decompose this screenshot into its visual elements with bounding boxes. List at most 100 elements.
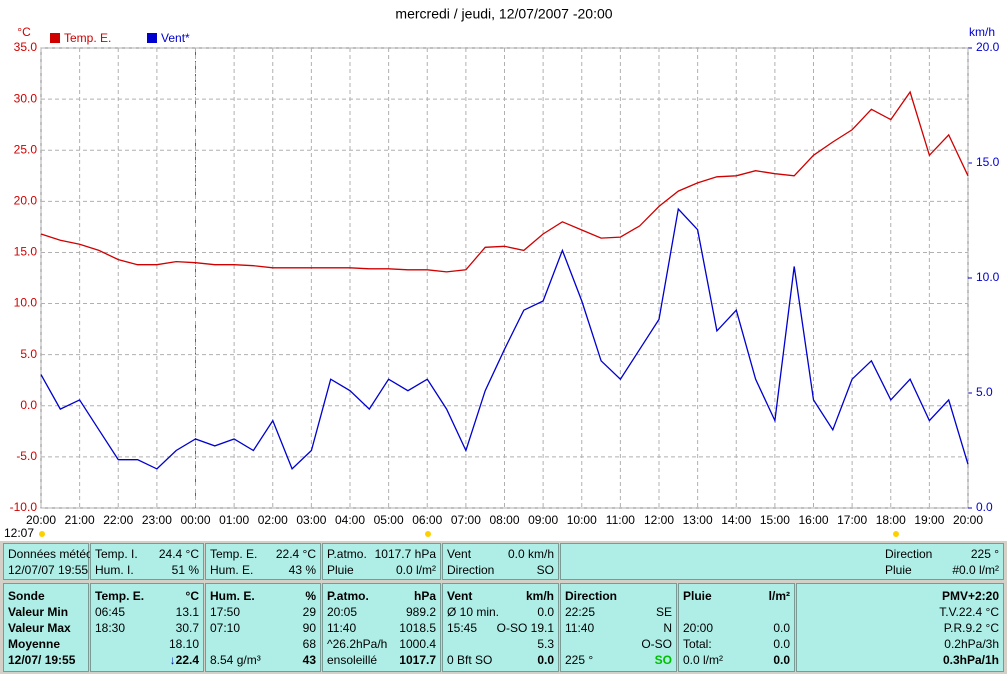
panel-label: 18:30 xyxy=(95,621,126,635)
panel-value: % xyxy=(305,589,316,603)
x-tick-label: 12:00 xyxy=(644,513,674,527)
panel-label: 12/07/ 19:55 xyxy=(8,653,76,667)
panel-row: 0 Bft SO 0.0 xyxy=(443,652,558,668)
panel-value: °C xyxy=(185,589,199,603)
panel-cell: Données météo 12/07/07 19:55 xyxy=(3,543,93,580)
panel-row: Pluie 0.0 l/m² xyxy=(323,562,440,578)
panel-row: Hum. I. 51 % xyxy=(91,562,203,578)
panel-label: 0 Bft SO xyxy=(447,653,493,667)
y-tick-label: -5.0 xyxy=(16,449,37,463)
panel-value: 0.0 xyxy=(537,653,554,667)
legend-swatch xyxy=(147,33,157,43)
panel-row: Vent 0.0 km/h xyxy=(443,546,558,562)
panel-label: Valeur Max xyxy=(8,621,71,635)
x-tick-label: 20:00 xyxy=(26,513,56,527)
panel-row: T.V.22.4 °C xyxy=(797,604,1003,620)
panel-cell: PMV+2:20 T.V.22.4 °C P.R.9.2 °C 0.2hPa/3h 0.… xyxy=(796,583,1004,672)
panel-row: 11:40 N xyxy=(561,620,676,636)
panel-label: Pluie xyxy=(327,563,354,577)
panel-label: Sonde xyxy=(8,589,45,603)
panel-value: 5.3 xyxy=(537,637,554,651)
y-tick-label: 25.0 xyxy=(14,142,38,156)
panel-value: 68 xyxy=(302,637,316,651)
x-tick-label: 16:00 xyxy=(798,513,828,527)
x-tick-label: 19:00 xyxy=(914,513,944,527)
panel-label: Direction xyxy=(885,547,933,561)
panel-row: Pluie l/m² xyxy=(679,588,794,604)
panel-row: 68 xyxy=(206,636,320,652)
panel-value: 0.0 xyxy=(773,637,790,651)
panel-row: Vent km/h xyxy=(443,588,558,604)
x-tick-label: 07:00 xyxy=(451,513,481,527)
panel-cell: P.atmo. hPa 20:05 989.2 11:40 1018.5 ^26.2hPa/… xyxy=(322,583,441,672)
panel-value: km/h xyxy=(525,589,554,603)
panel-row: Direction xyxy=(561,588,676,604)
panel-value: 22.4 xyxy=(175,653,199,667)
panel-value: 90 xyxy=(302,621,316,635)
y2-tick-label: 20.0 xyxy=(976,40,1000,54)
panel-label: Temp. E. xyxy=(95,589,145,603)
y2-tick-label: 0.0 xyxy=(976,500,993,514)
panel-cell: P.atmo. 1017.7 hPa Pluie 0.0 l/m² xyxy=(322,543,441,580)
panel-label: 225 ° xyxy=(565,653,594,667)
panel-label: 06:45 xyxy=(95,605,126,619)
panel-row: Données météo xyxy=(4,546,93,562)
panel-label: Données météo xyxy=(8,547,93,561)
x-tick-label: 04:00 xyxy=(335,513,365,527)
panel-row: Direction 225 ° xyxy=(561,546,1003,562)
panel-row: Temp. E. °C xyxy=(91,588,203,604)
y-tick-label: 10.0 xyxy=(14,296,38,310)
x-tick-label: 01:00 xyxy=(219,513,249,527)
panel-value: O-SO 19.1 xyxy=(496,621,554,635)
x-tick-label: 08:00 xyxy=(489,513,519,527)
panel-label: Moyenne xyxy=(8,637,61,651)
panel-value: 989.2 xyxy=(405,605,436,619)
panel-value: 30.7 xyxy=(175,621,199,635)
panel-row: Moyenne xyxy=(4,636,88,652)
panel-label: 20:00 xyxy=(683,621,714,635)
x-tick-label: 23:00 xyxy=(142,513,172,527)
panel-row: P.R.9.2 °C xyxy=(797,620,1003,636)
panel-row: Temp. I. 24.4 °C xyxy=(91,546,203,562)
legend-label: Vent* xyxy=(161,31,190,45)
y2-axis-label: km/h xyxy=(969,25,995,39)
panel-row: 15:45 O-SO 19.1 xyxy=(443,620,558,636)
panel-value: 43 xyxy=(302,653,316,667)
panel-row: 06:45 13.1 xyxy=(91,604,203,620)
panel-label: Temp. E. xyxy=(210,547,258,561)
x-tick-label: 13:00 xyxy=(683,513,713,527)
panel-row: 12/07/07 19:55 xyxy=(4,562,88,578)
panel-label: 11:40 xyxy=(327,621,357,635)
legend-swatch xyxy=(50,33,60,43)
panel-label: Vent xyxy=(447,547,472,561)
panel-label: Total: xyxy=(683,637,712,651)
panel-row: Total: 0.0 xyxy=(679,636,794,652)
panel-label: ^26.2hPa/h xyxy=(327,637,388,651)
panel-cell: Temp. E. 22.4 °C Hum. E. 43 % xyxy=(205,543,321,580)
panel-value: l/m² xyxy=(768,589,790,603)
panel-row: 0.0 l/m² 0.0 xyxy=(679,652,794,668)
panel-row: Pluie #0.0 l/m² xyxy=(561,562,1003,578)
panel-value: #0.0 l/m² xyxy=(952,563,999,577)
panel-label: 11:40 xyxy=(565,621,595,635)
panel-value: 0.0 xyxy=(773,653,790,667)
panel-row: 20:05 989.2 xyxy=(323,604,440,620)
panel-cell: Temp. E. °C 06:45 13.1 18:30 30.7 18.10 ↓22.4 xyxy=(90,583,204,672)
y-tick-label: 20.0 xyxy=(14,194,38,208)
panel-row: PMV+2:20 xyxy=(797,588,1003,604)
panel-label: ensoleillé xyxy=(327,653,378,667)
panel-row: 5.3 xyxy=(443,636,558,652)
panel-cell: Pluie l/m² 20:00 0.0 Total: 0.0 0.0 l/m² 0.0 xyxy=(678,583,795,672)
plot-frame xyxy=(40,47,969,509)
x-tick-label: 14:00 xyxy=(721,513,751,527)
x-tick-label: 21:00 xyxy=(65,513,95,527)
panel-cell: Direction 22:25 SE 11:40 N O-SO 225 ° SO xyxy=(560,583,677,672)
panel-value: 51 % xyxy=(171,563,199,577)
panel-value: 18.10 xyxy=(168,637,199,651)
marker xyxy=(425,531,431,537)
panel-cell: Hum. E.% 17:50 29 07:10 90 68 8.54 g/m³ 43 xyxy=(205,583,321,672)
chart-title: mercredi / jeudi, 12/07/2007 -20:00 xyxy=(395,6,612,22)
x-tick-label: 17:00 xyxy=(837,513,867,527)
panel-label: Vent xyxy=(447,589,473,603)
